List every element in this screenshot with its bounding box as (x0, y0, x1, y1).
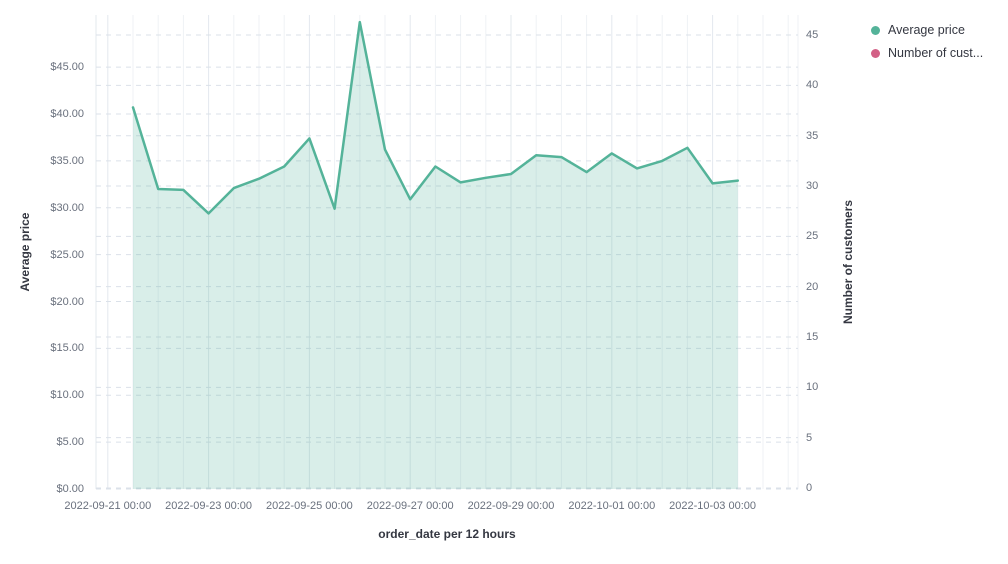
right-axis-title: Number of customers (841, 199, 855, 325)
legend-item-number-of-customers[interactable]: Number of cust... (866, 45, 1008, 62)
vertical-gridlines (95, 15, 799, 489)
left-axis-title: Average price (18, 212, 32, 292)
average-price-area[interactable] (133, 22, 738, 489)
average-price-series-dot-icon (871, 26, 880, 35)
x-axis-title: order_date per 12 hours (378, 527, 516, 541)
legend-label-average-price: Average price (888, 23, 965, 37)
legend-label-number-of-customers: Number of cust... (888, 46, 984, 60)
number-of-customers-series-dot-icon (871, 49, 880, 58)
legend-item-average-price[interactable]: Average price (866, 22, 1008, 39)
average-price-line[interactable] (131, 20, 740, 215)
horizontal-gridlines (96, 34, 798, 490)
legend: Average price Number of cust... (866, 22, 1008, 62)
